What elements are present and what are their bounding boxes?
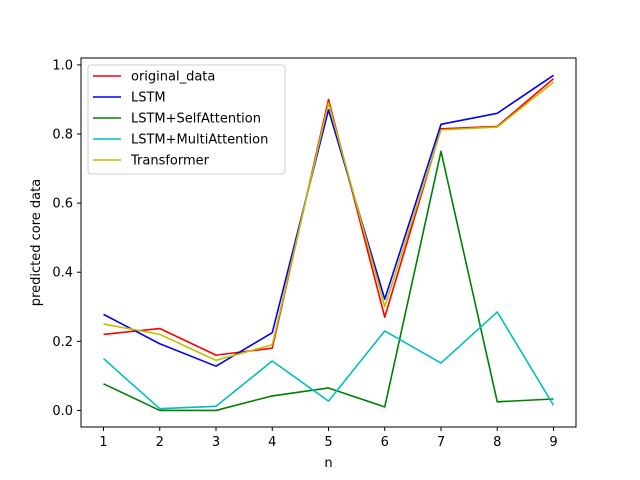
y-tick-label: 1.0 [52,58,73,73]
y-tick-label: 0.0 [52,404,73,419]
series-layer [102,74,555,412]
x-tick-label: 9 [549,435,557,450]
x-tick-label: 6 [381,435,389,450]
series-line-4 [103,81,554,362]
y-tick-label: 0.6 [52,197,73,212]
y-tick-label: 0.8 [52,128,73,143]
ticks-layer: 1 2 3 4 5 6 7 8 9 0.0 0.2 0.4 0.6 0.8 1.0 [52,58,557,450]
legend-box [87,64,286,175]
x-tick-label: 7 [437,435,445,450]
legend-label: LSTM [131,91,166,106]
y-tick-label: 0.4 [52,266,73,281]
x-tick-label: 8 [493,435,501,450]
x-axis-label: n [324,456,332,471]
legend-label: LSTM+SelfAttention [131,112,261,127]
legend-label: LSTM+MultiAttention [131,133,268,148]
x-tick-label: 1 [99,435,107,450]
legend-label: Transformer [130,154,210,169]
series-line-1 [103,74,554,367]
series-line-0 [103,78,555,356]
y-tick-label: 0.2 [52,335,73,350]
x-tick-label: 5 [324,435,332,450]
x-tick-label: 3 [212,435,220,450]
series-line-3 [102,311,555,410]
y-axis-label: predicted core data [29,179,44,306]
x-tick-label: 2 [156,435,164,450]
x-tick-label: 4 [268,435,276,450]
legend: original_data LSTM LSTM+SelfAttention LSTM+… [87,64,286,175]
series-line-2 [103,150,554,412]
legend-label: original_data [131,70,215,85]
